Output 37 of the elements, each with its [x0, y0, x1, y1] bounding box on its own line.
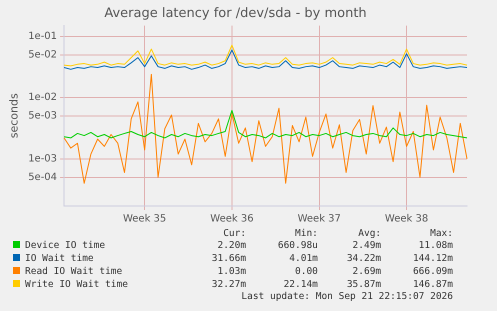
text: 32.27m	[210, 278, 248, 291]
text: Last update: Mon Sep 21 22:15:07 2026	[240, 291, 454, 302]
text: 144.12m	[412, 252, 454, 265]
text: Avg:	[357, 228, 382, 239]
legend-label: Read IO Wait time	[24, 265, 124, 278]
text: 11.08m	[418, 239, 454, 252]
x-tick-label: Week 37	[298, 214, 341, 225]
text: 660.98u	[276, 239, 319, 252]
y-axis-title: seconds	[7, 93, 20, 138]
text: Max:	[429, 228, 454, 239]
x-tick-label: Week 38	[384, 214, 428, 225]
y-tick-label: 5e-04	[28, 172, 58, 183]
text: 2.49m	[352, 239, 382, 252]
text: 4.01m	[288, 252, 319, 265]
chart-title: Average latency for /dev/sda - by month	[104, 6, 367, 22]
y-tick-label: 1e-02	[28, 92, 58, 104]
text: 31.66m	[210, 252, 248, 265]
y-tick-label: 1e-01	[28, 30, 58, 42]
legend-label: Write IO Wait time	[24, 278, 129, 291]
legend-label: IO Wait time	[24, 252, 95, 265]
y-tick-label: 1e-03	[28, 153, 58, 164]
text: 2.20m	[216, 239, 248, 252]
text: Min:	[294, 228, 319, 239]
text: Cur:	[222, 228, 248, 239]
text: 1.03m	[216, 265, 248, 278]
legend-label: Device IO time	[24, 239, 106, 252]
x-tick-label: Week 35	[122, 214, 166, 225]
y-tick-label: 5e-02	[28, 49, 58, 60]
text: 35.87m	[346, 278, 382, 291]
text: 2.69m	[352, 265, 382, 278]
y-tick-label: 5e-03	[28, 110, 58, 122]
text: 22.14m	[282, 278, 319, 291]
x-tick-label: Week 36	[210, 214, 254, 225]
text: 666.09m	[412, 265, 454, 278]
text: 146.87m	[412, 278, 454, 291]
text: 0.00	[294, 265, 319, 278]
text: 34.22m	[346, 252, 382, 265]
